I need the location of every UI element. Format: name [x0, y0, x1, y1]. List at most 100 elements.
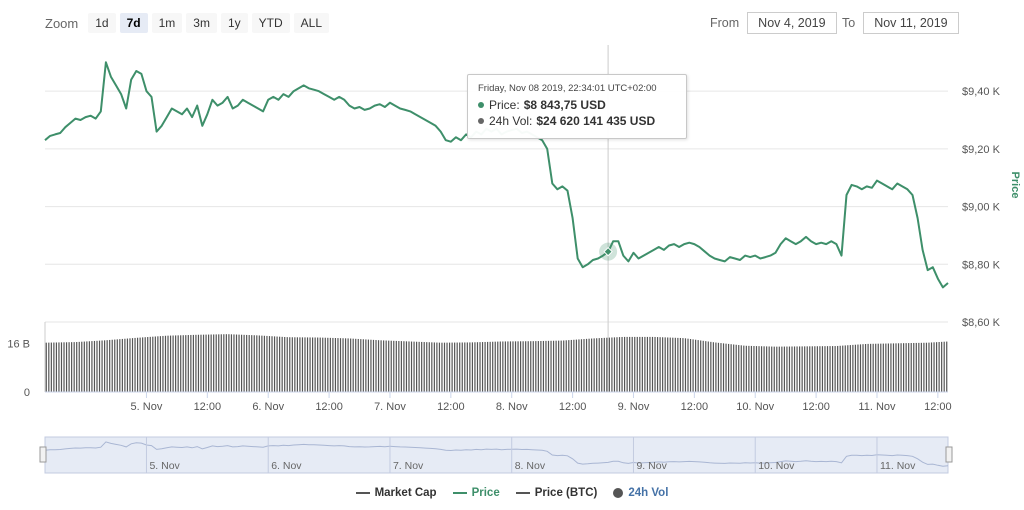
- volume-bar: [378, 340, 379, 392]
- legend-line-icon: [356, 492, 370, 494]
- volume-bar: [870, 344, 871, 392]
- volume-bar: [588, 339, 589, 392]
- volume-bar: [449, 343, 450, 392]
- volume-bar: [814, 346, 815, 392]
- volume-bar: [769, 346, 770, 392]
- volume-bar: [710, 342, 711, 392]
- volume-bar: [867, 344, 868, 392]
- volume-bar: [583, 339, 584, 392]
- volume-bar: [81, 342, 82, 392]
- volume-bar: [632, 337, 633, 392]
- volume-bar: [545, 341, 546, 392]
- volume-bar: [604, 338, 605, 392]
- volume-bar: [236, 335, 237, 392]
- volume-bar: [550, 341, 551, 392]
- volume-bar: [140, 338, 141, 392]
- volume-bar: [337, 338, 338, 392]
- volume-bar: [725, 344, 726, 392]
- volume-bar: [736, 345, 737, 392]
- volume-bar: [500, 342, 501, 392]
- volume-bar: [594, 338, 595, 392]
- volume-bar: [921, 343, 922, 392]
- volume-bar: [634, 337, 635, 392]
- volume-bar: [46, 343, 47, 392]
- volume-bar: [271, 336, 272, 392]
- navigator-label: 6. Nov: [271, 460, 302, 472]
- volume-bar: [472, 342, 473, 392]
- volume-bar: [178, 335, 179, 392]
- volume-bar: [289, 337, 290, 392]
- volume-bar: [758, 346, 759, 392]
- navigator-range[interactable]: [45, 437, 948, 473]
- volume-bar: [317, 338, 318, 392]
- volume-bar: [147, 337, 148, 392]
- legend-item-price-btc[interactable]: Price (BTC): [516, 487, 598, 499]
- volume-bar: [698, 340, 699, 392]
- volume-bar: [416, 342, 417, 392]
- price-tick-label: $9,20 K: [962, 144, 1001, 156]
- x-tick-label: 10. Nov: [736, 401, 774, 413]
- volume-bar: [677, 338, 678, 392]
- tooltip-price-label: Price:: [489, 98, 520, 112]
- volume-bar: [708, 342, 709, 392]
- x-tick-label: 12:00: [802, 401, 830, 413]
- volume-bar: [208, 335, 209, 392]
- volume-bar: [713, 342, 714, 392]
- volume-bar: [611, 337, 612, 392]
- volume-bar: [809, 346, 810, 392]
- volume-bar: [796, 346, 797, 392]
- navigator-handle-right[interactable]: [946, 447, 952, 462]
- volume-bar: [855, 345, 856, 392]
- volume-bar: [682, 338, 683, 392]
- price-chart[interactable]: $8,60 K $8,80 K $9,00 K $9,20 K $9,40 K Pric…: [0, 0, 1024, 480]
- volume-bar: [660, 337, 661, 392]
- volume-bar: [165, 336, 166, 392]
- x-tick-label: 7. Nov: [374, 401, 406, 413]
- volume-bar: [533, 341, 534, 392]
- volume-bar: [850, 345, 851, 392]
- volume-bar: [738, 345, 739, 392]
- volume-bar: [309, 337, 310, 392]
- legend-item-24h-vol[interactable]: 24h Vol: [613, 487, 668, 499]
- volume-bar: [837, 346, 838, 392]
- volume-bar: [104, 340, 105, 392]
- volume-bar: [596, 338, 597, 392]
- volume-bar: [601, 338, 602, 392]
- volume-bar: [360, 339, 361, 392]
- volume-bar: [66, 342, 67, 392]
- volume-bar: [743, 346, 744, 392]
- volume-bar: [860, 344, 861, 392]
- volume-bar: [279, 337, 280, 392]
- legend-item-market-cap[interactable]: Market Cap: [356, 487, 437, 499]
- volume-bar: [340, 338, 341, 392]
- volume-bar: [79, 342, 80, 392]
- volume-bar: [383, 340, 384, 392]
- volume-bar: [297, 337, 298, 392]
- volume-bar: [586, 339, 587, 392]
- volume-bars: [46, 334, 948, 392]
- volume-bar: [380, 340, 381, 392]
- navigator-handle-left[interactable]: [40, 447, 46, 462]
- volume-bar: [822, 346, 823, 392]
- volume-bar: [627, 337, 628, 392]
- volume-bar: [703, 341, 704, 392]
- volume-bar: [241, 335, 242, 392]
- volume-bar: [56, 342, 57, 392]
- volume-bar: [132, 338, 133, 392]
- volume-bar: [573, 340, 574, 392]
- volume-bar: [832, 346, 833, 392]
- volume-bar: [878, 344, 879, 392]
- legend-item-price[interactable]: Price: [453, 487, 500, 499]
- volume-bar: [561, 341, 562, 392]
- x-tick-label: 9. Nov: [618, 401, 650, 413]
- chart-tooltip: Friday, Nov 08 2019, 22:34:01 UTC+02:00 …: [467, 74, 687, 139]
- tooltip-price-row: Price: $8 843,75 USD: [478, 98, 606, 112]
- volume-bar: [299, 337, 300, 392]
- volume-bar: [96, 341, 97, 392]
- price-tick-label: $9,40 K: [962, 86, 1001, 98]
- volume-bar: [330, 338, 331, 392]
- volume-bar: [687, 339, 688, 392]
- volume-bar: [112, 340, 113, 392]
- volume-bar: [644, 337, 645, 392]
- volume-bar: [185, 335, 186, 392]
